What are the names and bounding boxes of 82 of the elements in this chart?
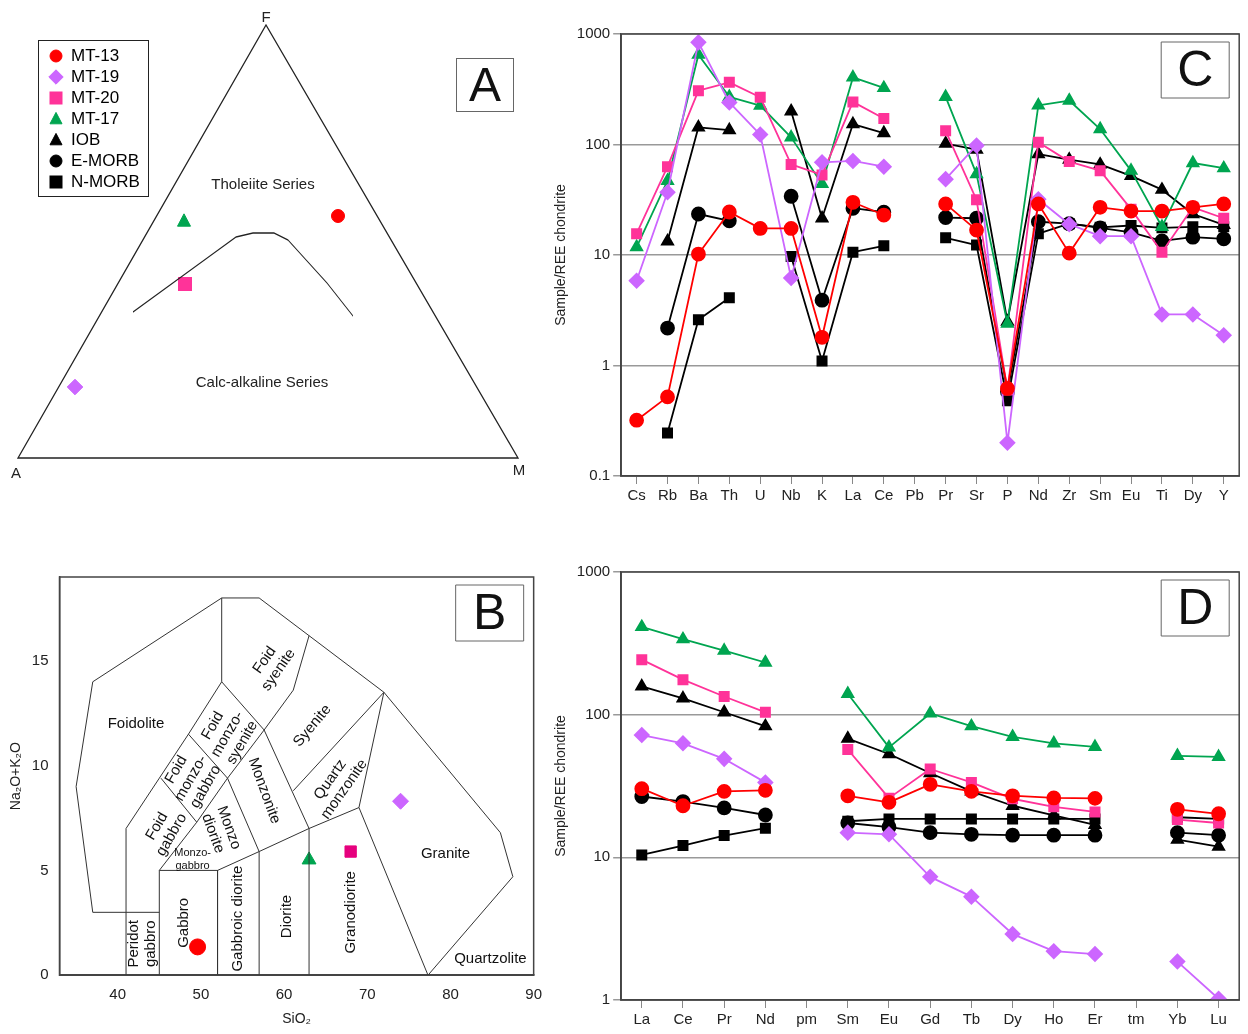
x-tick-label: Yb: [1168, 1010, 1187, 1028]
y-tick-label: 1: [601, 355, 611, 373]
y-axis-title: Na₂O+K₂O: [7, 741, 24, 811]
x-tick-label: Er: [1087, 1010, 1103, 1028]
x-tick-label: Ba: [689, 486, 709, 504]
text: F: [261, 7, 271, 25]
x-tick-label: 60: [275, 985, 293, 1003]
x-tick-label: Eu: [1121, 486, 1141, 504]
legend-label: IOB: [71, 129, 101, 150]
x-tick-label: Ho: [1044, 1010, 1064, 1028]
x-tick-label: Eu: [879, 1010, 899, 1028]
y-tick-label: 0: [40, 965, 49, 983]
x-axis-title: SiO₂: [282, 1010, 311, 1027]
annotation: Gabbro: [174, 897, 192, 948]
x-tick-label: Lu: [1210, 1010, 1227, 1028]
x-tick-label: Pr: [716, 1010, 732, 1028]
y-tick-label: 1000: [576, 24, 611, 42]
legend-label: MT-19: [71, 66, 120, 87]
x-tick-label: Nd: [755, 1010, 775, 1028]
x-tick-label: tm: [1127, 1010, 1145, 1028]
x-tick-label: Nb: [781, 486, 801, 504]
chart-title: C: [1177, 40, 1214, 97]
y-tick-label: 1000: [576, 562, 611, 580]
x-tick-label: Dy: [1003, 1010, 1023, 1028]
chart-title: D: [1177, 578, 1214, 635]
annotation: Diorite: [276, 894, 294, 939]
x-tick-label: Th: [720, 486, 739, 504]
x-tick-label: Sm: [836, 1010, 860, 1028]
annotation: Quartzolite: [454, 948, 527, 966]
x-tick-label: pm: [796, 1010, 817, 1028]
x-tick-label: Sr: [969, 486, 985, 504]
x-tick-label: Nd: [1028, 486, 1048, 504]
text: M: [512, 460, 526, 478]
y-axis-title: Sample/REE chondrite: [552, 714, 569, 857]
text: Tholeiite Series: [211, 174, 315, 192]
x-tick-label: Rb: [657, 486, 678, 504]
annotation: Granite: [420, 843, 471, 861]
legend-label: N-MORB: [71, 171, 140, 192]
x-tick-label: 70: [358, 985, 376, 1003]
y-tick-label: 0.1: [589, 466, 611, 484]
y-tick-label: 100: [585, 704, 611, 722]
x-tick-label: Pr: [938, 486, 954, 504]
x-tick-label: Cs: [627, 486, 646, 504]
chart-title: B: [472, 583, 507, 640]
x-tick-label: Dy: [1183, 486, 1203, 504]
x-tick-label: Ce: [673, 1010, 693, 1028]
text: A: [456, 58, 514, 112]
annotation: Foidolite: [107, 713, 165, 731]
x-tick-label: Ti: [1155, 486, 1168, 504]
legend-label: MT-13: [71, 45, 120, 66]
x-tick-label: 90: [525, 985, 542, 1003]
x-tick-label: P: [1002, 486, 1013, 504]
legend-label: E-MORB: [71, 150, 139, 171]
y-tick-label: 10: [31, 755, 49, 773]
y-tick-label: 1: [601, 990, 611, 1008]
x-tick-label: Tb: [962, 1010, 981, 1028]
x-tick-label: Gd: [920, 1010, 941, 1028]
y-tick-label: 5: [40, 860, 49, 878]
legend-label: MT-17: [71, 108, 120, 129]
x-tick-label: Zr: [1062, 486, 1077, 504]
y-tick-label: 100: [585, 134, 611, 152]
y-axis-title: Sample/REE chondrite: [552, 183, 569, 326]
x-tick-label: K: [817, 486, 828, 504]
annotation: Granodiorite: [340, 871, 358, 954]
text: Calc-alkaline Series: [195, 372, 329, 390]
x-tick-label: Y: [1218, 486, 1229, 504]
legend-label: MT-20: [71, 87, 120, 108]
x-tick-label: 80: [442, 985, 459, 1003]
x-tick-label: Ce: [874, 486, 894, 504]
x-tick-label: 50: [192, 985, 210, 1003]
y-tick-label: 10: [593, 847, 611, 865]
x-tick-label: 40: [109, 985, 127, 1003]
x-tick-label: U: [754, 486, 766, 504]
x-tick-label: La: [844, 486, 862, 504]
x-tick-label: La: [633, 1010, 651, 1028]
text: A: [10, 463, 22, 481]
annotation: Gabbroic diorite: [228, 865, 246, 972]
x-tick-label: Pb: [905, 486, 924, 504]
x-tick-label: Sm: [1088, 486, 1112, 504]
annotation: Peridot gabbro: [124, 919, 159, 968]
y-tick-label: 10: [593, 245, 611, 263]
y-tick-label: 15: [31, 650, 49, 668]
